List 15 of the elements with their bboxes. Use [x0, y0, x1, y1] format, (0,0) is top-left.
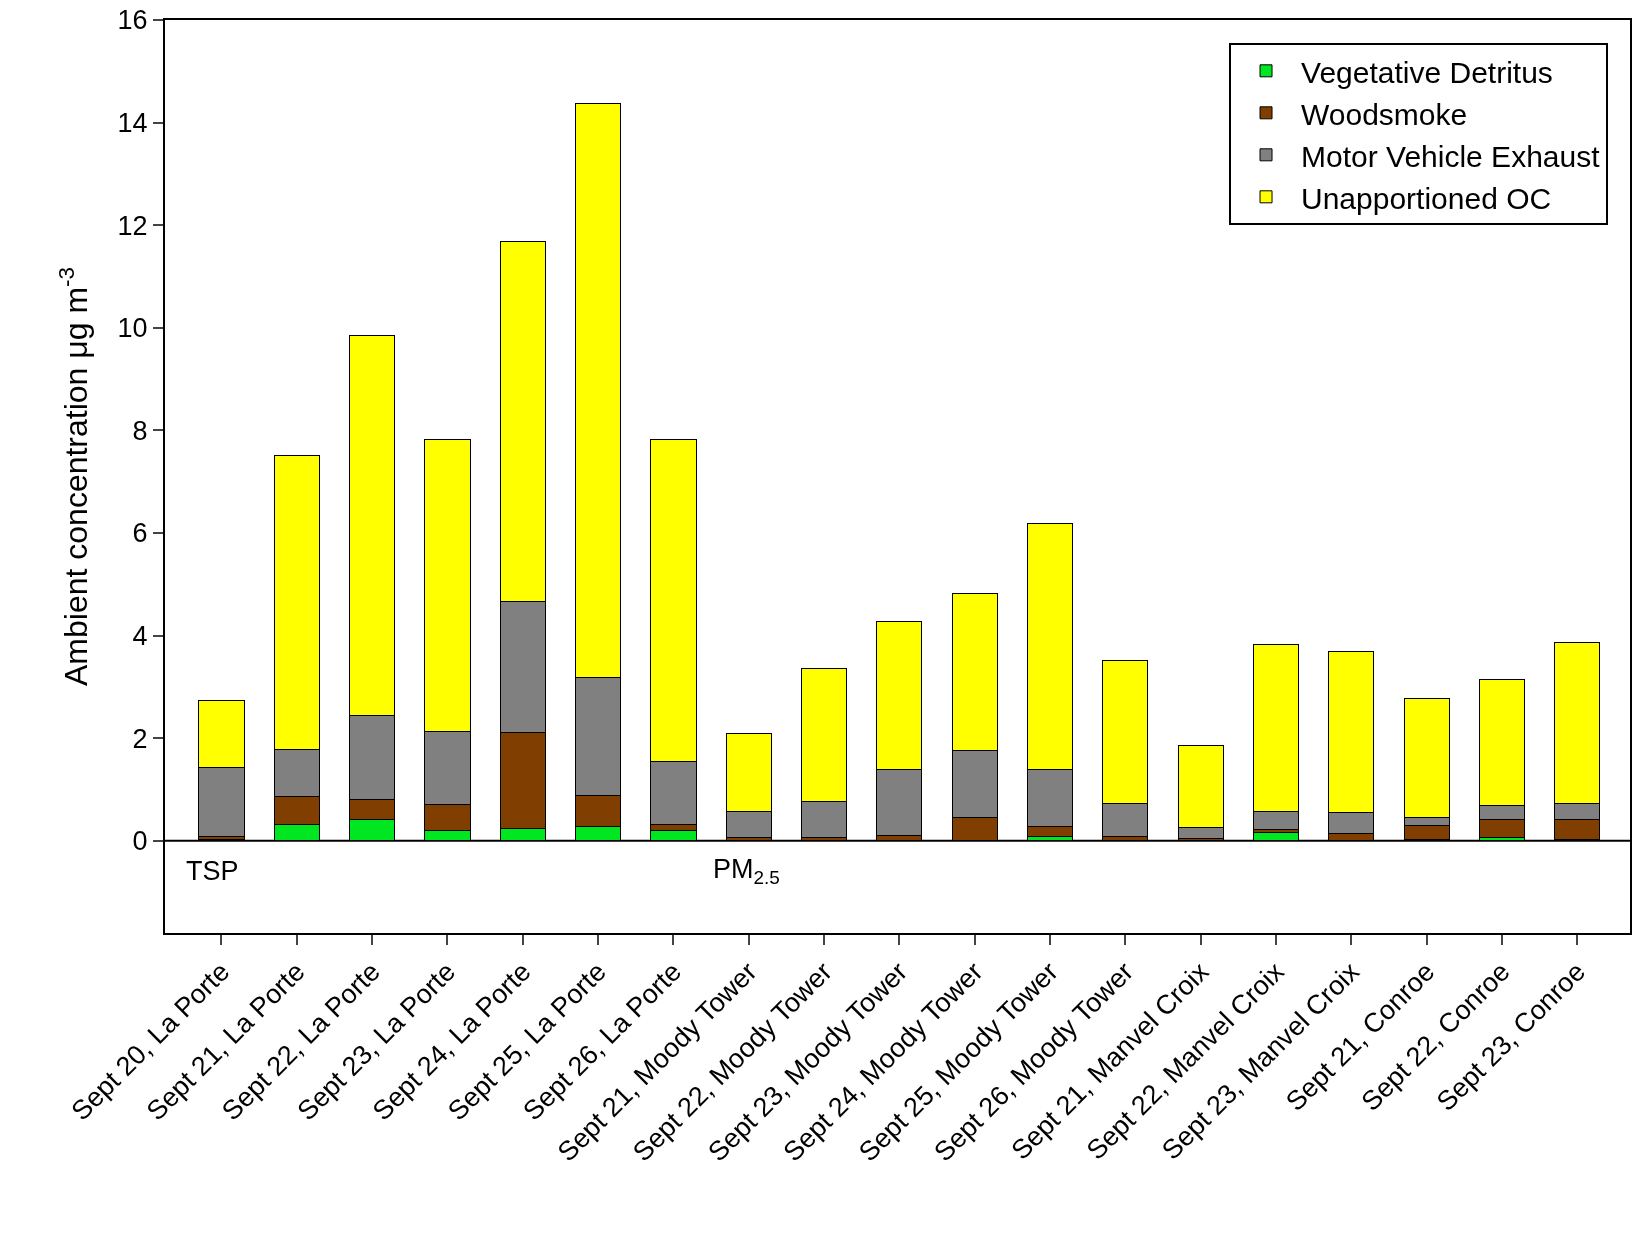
y-tick-label: 12	[117, 210, 148, 241]
legend-label: Unapportioned OC	[1301, 181, 1552, 215]
y-tick-label: 8	[132, 415, 148, 446]
legend-label: Woodsmoke	[1301, 97, 1468, 131]
annotation: TSP	[186, 856, 239, 886]
y-tick-label: 2	[132, 723, 148, 754]
legend-label: Motor Vehicle Exhaust	[1301, 139, 1601, 173]
y-tick-label: 16	[117, 5, 148, 36]
annotation: PM$_{2.5}$	[713, 854, 780, 888]
y-tick-label: 10	[117, 313, 148, 344]
y-tick-label: 4	[132, 620, 148, 651]
y-tick-label: 0	[132, 826, 148, 857]
y-tick-label: 14	[117, 108, 148, 139]
y-tick-label: 6	[132, 518, 148, 549]
legend-label: Vegetative Detritus	[1301, 55, 1553, 89]
